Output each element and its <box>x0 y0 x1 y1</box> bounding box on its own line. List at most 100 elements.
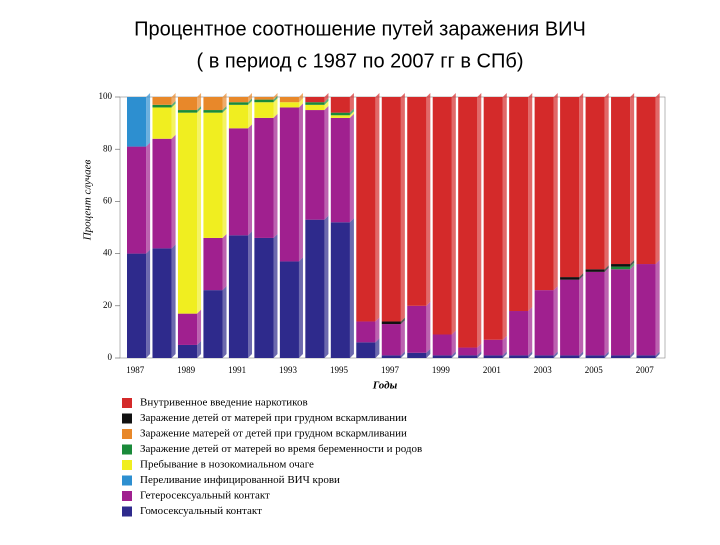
bar-segment <box>177 110 198 113</box>
bar-side <box>349 218 354 358</box>
bar-segment <box>636 355 656 358</box>
bar-segment <box>585 97 605 270</box>
y-tick-label: 40 <box>103 248 113 258</box>
bar-side <box>400 317 405 325</box>
legend-label: Пребывание в нозокомиальном очаге <box>140 459 314 471</box>
bar-segment <box>254 237 274 358</box>
bar-side <box>553 286 558 356</box>
bar-segment <box>432 97 452 335</box>
bar-side <box>630 260 635 267</box>
bar-segment <box>509 311 529 356</box>
bar-segment <box>203 97 223 111</box>
x-tick-label: 1991 <box>228 365 246 375</box>
bar-side <box>146 93 151 147</box>
bar-segment <box>534 97 554 291</box>
bar-segment <box>560 97 580 278</box>
bar-segment <box>381 324 401 356</box>
bar-segment <box>330 112 350 116</box>
y-tick-label: 60 <box>103 195 113 205</box>
bar-side <box>630 93 635 265</box>
bar-segment <box>432 355 452 358</box>
bar-segment <box>432 334 452 356</box>
bar-side <box>400 320 405 356</box>
chart-title: Процентное соотношение путей заражения В… <box>134 18 586 40</box>
bar-side <box>528 307 533 356</box>
legend-label: Заражение детей от матерей во время бере… <box>140 443 422 455</box>
bar-segment <box>560 355 580 358</box>
bar-side <box>426 301 431 353</box>
bar-side <box>171 244 176 358</box>
bar-segment <box>279 97 299 103</box>
bar-side <box>528 93 533 312</box>
bar-segment <box>381 97 401 322</box>
bar-segment <box>356 97 376 322</box>
bar-segment <box>228 102 249 105</box>
bar-side <box>248 98 253 105</box>
bar-side <box>630 265 635 356</box>
bar-segment <box>483 97 503 340</box>
bar-side <box>222 108 227 238</box>
y-tick-label: 80 <box>103 143 113 153</box>
bar-side <box>298 98 303 108</box>
legend-swatch <box>122 506 132 517</box>
bar-side <box>273 95 278 103</box>
legend-swatch <box>122 491 132 501</box>
bar-side <box>604 93 609 270</box>
y-tick-label: 100 <box>99 91 113 101</box>
bar-segment <box>127 146 147 254</box>
bar-side <box>222 286 227 358</box>
x-tick-label: 2007 <box>636 365 655 375</box>
legend-label: Гомосексуальный контакт <box>140 505 262 517</box>
bar-side <box>604 351 609 358</box>
bar-side <box>630 351 635 358</box>
bar-segment <box>407 352 427 358</box>
bar-segment <box>509 355 529 358</box>
bar-segment <box>381 355 401 358</box>
bar-segment <box>305 97 325 103</box>
bar-side <box>502 93 507 340</box>
bar-segment <box>585 271 605 356</box>
bar-segment <box>483 339 503 356</box>
y-tick-label: 0 <box>108 352 113 362</box>
bar-segment <box>152 97 172 105</box>
bar-segment <box>636 264 656 356</box>
bar-side <box>273 93 278 100</box>
bar-segment <box>356 321 376 343</box>
legend-label: Гетеросексуальный контакт <box>140 490 270 502</box>
bar-side <box>451 351 456 358</box>
legend-swatch <box>122 444 132 455</box>
bar-segment <box>203 290 223 358</box>
bar-segment <box>203 112 223 238</box>
bar-segment <box>254 117 274 238</box>
legend-swatch <box>122 460 132 470</box>
y-tick-label: 20 <box>103 300 113 310</box>
y-axis-label: Процент случаев <box>82 159 94 241</box>
bar-segment <box>152 248 172 358</box>
bar-side <box>324 106 329 220</box>
bar-side <box>655 351 660 358</box>
bar-segment <box>458 355 478 358</box>
bar-side <box>273 98 278 118</box>
bar-segment <box>177 112 198 314</box>
bar-side <box>579 351 584 358</box>
bar-segment <box>611 266 631 270</box>
bar-side <box>553 93 558 291</box>
x-tick-label: 2005 <box>585 365 604 375</box>
bar-segment <box>177 313 198 345</box>
bar-segment <box>177 97 198 111</box>
legend-label: Переливание инфицированной ВИЧ крови <box>140 474 340 486</box>
bar-side <box>579 93 584 278</box>
bar-side <box>451 93 456 335</box>
bar-segment <box>509 97 529 312</box>
bar-segment <box>203 110 223 113</box>
x-tick-label: 1999 <box>432 365 451 375</box>
bar-side <box>324 100 329 111</box>
bar-segment <box>330 117 350 223</box>
bar-side <box>375 317 380 343</box>
bar-side <box>477 93 482 348</box>
bar-segment <box>228 128 249 236</box>
legend-swatch <box>122 429 132 439</box>
bar-side <box>171 134 176 249</box>
bar-side <box>553 351 558 358</box>
bar-segment <box>407 97 427 306</box>
